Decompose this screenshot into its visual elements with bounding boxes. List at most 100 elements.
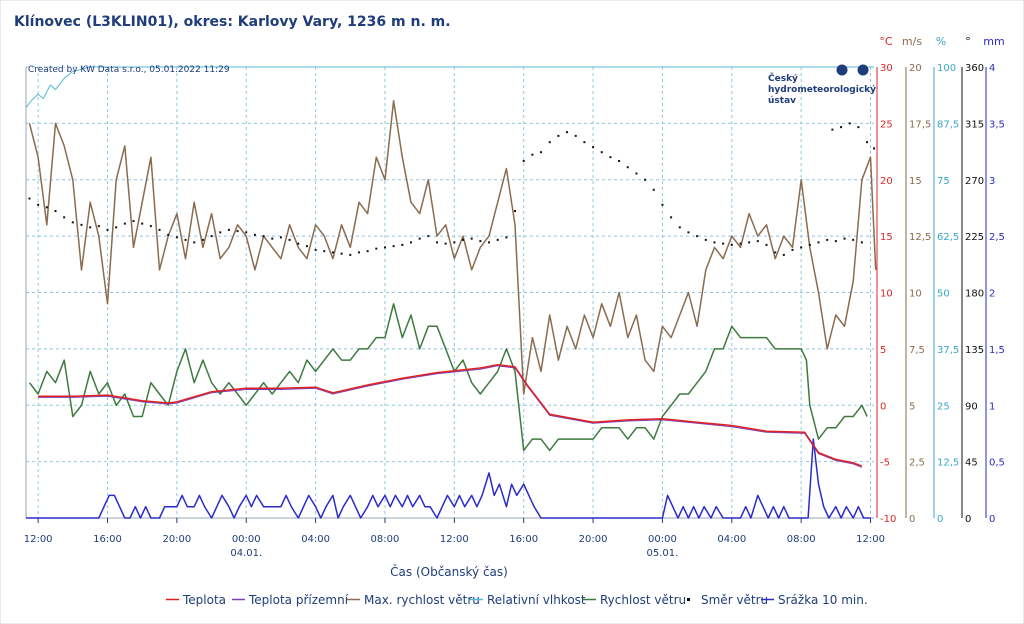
wind-direction-point — [392, 245, 395, 248]
series-relativn-vlhkost — [25, 66, 874, 108]
wind-direction-point — [470, 237, 473, 240]
wind-direction-point — [375, 247, 378, 250]
right-axis-tick-label: 75 — [937, 176, 950, 187]
wind-direction-point — [488, 241, 491, 244]
right-axis-tick-label: 62,5 — [937, 232, 959, 243]
x-axis-title: Čas (Občanský čas) — [390, 564, 508, 579]
wind-direction-point — [479, 240, 482, 243]
right-axis-unit-2: % — [936, 35, 946, 48]
right-axis-tick-label: 3,5 — [989, 119, 1005, 130]
logo-line-1: Český — [768, 72, 798, 84]
right-axis-tick-label: 12,5 — [909, 232, 931, 243]
x-tick-label: 00:00 — [648, 534, 677, 545]
series-layer — [25, 66, 877, 519]
x-tick-label: 20:00 — [162, 534, 191, 545]
wind-direction-point — [253, 233, 256, 236]
legend-label: Teplota přízemní — [248, 593, 349, 607]
wind-direction-point — [132, 220, 135, 223]
right-axis-tick-label: 135 — [965, 345, 984, 356]
wind-direction-point — [106, 228, 109, 231]
right-axis-tick-label: 12,5 — [937, 458, 959, 469]
series-sm-r-v-tru — [28, 122, 875, 256]
wind-direction-point — [115, 226, 118, 229]
wind-direction-point — [245, 231, 248, 234]
wind-direction-point — [860, 241, 863, 244]
x-tick-label: 00:00 — [232, 534, 261, 545]
series-sr-ka-10-min- — [26, 438, 871, 519]
right-axis-tick-label: 50 — [937, 289, 950, 300]
wind-direction-point — [800, 246, 803, 249]
series-max-rychlost-v-tru — [28, 100, 877, 395]
wind-direction-point — [383, 246, 386, 249]
wind-direction-point — [427, 235, 430, 238]
wind-direction-point — [730, 243, 733, 246]
right-axis-tick-label: 0 — [965, 514, 971, 525]
right-axis-tick-label: 270 — [965, 176, 984, 187]
wind-direction-point — [678, 226, 681, 229]
x-tick-label: 12:00 — [24, 534, 53, 545]
wind-direction-point — [97, 225, 100, 228]
wind-direction-point — [704, 238, 707, 241]
right-axis-unit-0: °C — [879, 35, 893, 48]
wind-direction-point — [453, 241, 456, 244]
wind-direction-point — [514, 210, 517, 213]
wind-direction-point — [210, 235, 213, 238]
right-axis-tick-label: 0 — [880, 401, 886, 412]
wind-direction-point — [583, 141, 586, 144]
wind-direction-point — [866, 141, 869, 144]
wind-direction-point — [873, 147, 875, 150]
right-axis-tick-label: 2 — [989, 289, 995, 300]
wind-direction-point — [817, 241, 820, 244]
wind-direction-point — [297, 242, 300, 245]
wind-direction-point — [314, 248, 317, 251]
wind-direction-point — [696, 235, 699, 238]
wind-direction-point — [305, 245, 308, 248]
wind-direction-point — [167, 233, 170, 236]
wind-direction-point — [609, 156, 612, 159]
wind-direction-point — [687, 231, 690, 234]
legend-marker — [687, 598, 690, 601]
wind-direction-point — [626, 166, 629, 169]
right-axis-tick-label: 5 — [909, 401, 915, 412]
legend-label: Směr větru — [701, 593, 768, 607]
wind-direction-point — [340, 252, 343, 255]
wind-direction-point — [531, 153, 534, 156]
wind-direction-point — [791, 248, 794, 251]
right-axis-tick-label: 0 — [909, 514, 915, 525]
x-tick-label: 20:00 — [579, 534, 608, 545]
wind-direction-point — [184, 238, 187, 241]
right-axis-unit-4: mm — [983, 35, 1004, 48]
wind-direction-point — [435, 241, 438, 244]
wind-direction-point — [227, 228, 230, 231]
logo-line-3: ústav — [768, 96, 796, 106]
x-axis: 12:00 16:00 20:00 00:00 04:00 08:00 12:00 16:00… — [24, 518, 885, 559]
wind-direction-point — [349, 253, 352, 256]
x-date-label: 05.01. — [647, 548, 679, 559]
right-axis-tick-label: 10 — [880, 289, 893, 300]
right-axis-tick-label: 0,5 — [989, 458, 1005, 469]
x-date-label: 04.01. — [230, 548, 262, 559]
wind-direction-point — [323, 250, 326, 253]
wind-direction-point — [652, 188, 655, 191]
right-axis-tick-label: 1,5 — [989, 345, 1005, 356]
right-axis-tick-label: 2,5 — [989, 232, 1005, 243]
wind-direction-point — [540, 151, 543, 154]
right-axis-tick-label: 30 — [880, 63, 893, 74]
wind-direction-point — [71, 221, 74, 224]
wind-direction-point — [644, 178, 647, 181]
wind-direction-point — [37, 203, 40, 206]
wind-direction-point — [236, 230, 239, 233]
wind-direction-point — [808, 243, 811, 246]
wind-direction-point — [635, 172, 638, 175]
wind-direction-point — [826, 238, 829, 241]
logo-line-2: hydrometeorologický — [768, 85, 876, 95]
right-axis-tick-label: 180 — [965, 289, 984, 300]
wind-direction-point — [840, 126, 843, 129]
wind-direction-point — [401, 243, 404, 246]
right-axis-tick-label: 100 — [937, 63, 956, 74]
wind-direction-point — [782, 253, 785, 256]
wind-direction-point — [670, 216, 673, 219]
wind-direction-point — [848, 122, 851, 125]
legend: Teplota Teplota přízemní Max. rychlost vět… — [166, 593, 868, 607]
